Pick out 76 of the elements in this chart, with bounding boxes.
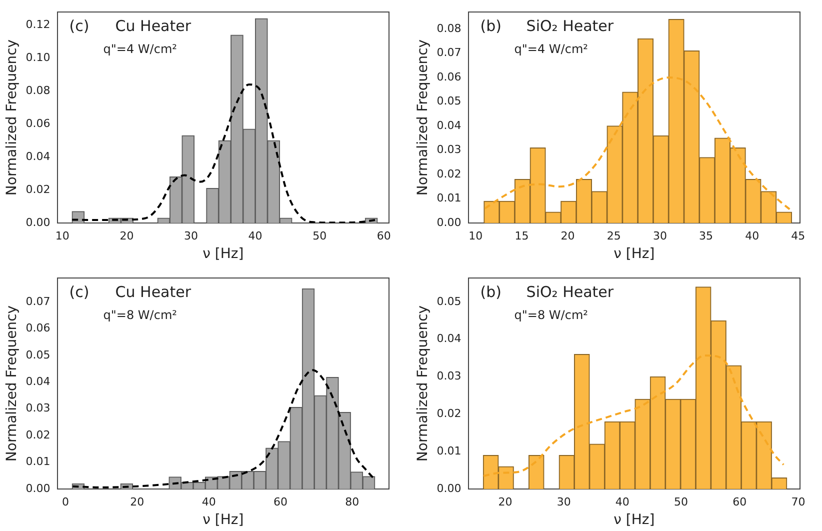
x-tick-label: 60 [376,229,391,242]
annotation: (c) [69,282,90,301]
x-tick-label: 70 [791,495,806,508]
y-tick-label: 0.04 [436,118,462,132]
annotation: (b) [480,282,502,301]
y-tick-label: 0.00 [26,216,50,229]
x-tick-label: 30 [652,229,667,242]
annotation: q"=4 W/cm² [103,42,178,56]
y-tick-label: 0.02 [436,167,462,180]
y-tick-label: 0.04 [26,150,50,163]
y-axis-title: Normalized Frequency [415,39,432,196]
y-tick-label: 0.02 [26,428,50,442]
y-tick-label: 0.12 [26,18,50,32]
y-tick-label: 0.05 [26,348,50,362]
x-tick-label: 20 [498,495,512,508]
y-tick-label: 0.06 [26,116,50,130]
x-tick-label: 50 [674,495,688,508]
y-tick-label: 0.02 [26,182,50,196]
y-tick-label: 0.00 [436,482,462,495]
y-tick-label: 0.08 [436,22,462,35]
x-tick-label: 30 [556,495,571,508]
y-tick-label: 0.07 [436,46,462,60]
x-tick-label: 20 [120,229,134,242]
annotation: q"=8 W/cm² [103,308,178,322]
x-tick-label: 40 [202,495,216,508]
y-axis-title: Normalized Frequency [4,39,20,196]
y-axis-title: Normalized Frequency [4,305,20,462]
x-axis-title: ν [Hz] [614,512,655,528]
y-tick-label: 0.01 [26,455,50,468]
y-tick-label: 0.08 [26,84,50,97]
x-tick-label: 10 [468,229,483,242]
x-tick-label: 20 [130,495,144,508]
x-axis-title: ν [Hz] [202,512,244,528]
y-tick-label: 0.01 [436,192,462,205]
y-tick-label: 0.06 [26,322,50,335]
y-tick-label: 0.07 [26,294,50,308]
y-tick-label: 0.02 [436,407,462,420]
annotation: SiO₂ Heater [526,282,614,301]
y-tick-label: 0.06 [436,70,462,84]
annotation: SiO₂ Heater [526,16,614,35]
x-tick-label: 60 [732,495,747,508]
line-series [72,369,375,488]
x-tick-label: 25 [606,229,621,242]
y-tick-label: 0.00 [26,482,50,495]
annotation: (c) [69,16,90,35]
x-tick-label: 40 [745,229,760,242]
x-tick-label: 60 [273,495,288,508]
x-axis-title: ν [Hz] [202,246,244,262]
x-tick-label: 30 [184,229,198,242]
y-axis-title: Normalized Frequency [415,305,432,462]
x-tick-label: 40 [615,495,630,508]
annotation: q"=4 W/cm² [514,42,588,56]
y-tick-label: 0.00 [436,216,462,229]
y-tick-label: 0.10 [26,51,50,64]
y-tick-label: 0.03 [26,402,50,415]
annotation: Cu Heater [115,16,192,35]
y-tick-label: 0.01 [436,444,462,458]
y-tick-label: 0.05 [436,294,462,308]
x-tick-label: 35 [699,229,714,242]
y-tick-label: 0.03 [436,143,462,156]
y-tick-label: 0.05 [436,94,462,108]
x-tick-label: 15 [514,229,529,242]
x-tick-label: 0 [62,495,70,508]
x-tick-label: 40 [248,229,262,242]
y-tick-label: 0.04 [26,375,50,388]
x-tick-label: 80 [345,495,360,508]
annotation: q"=8 W/cm² [514,308,588,322]
x-tick-label: 45 [791,229,806,242]
y-tick-label: 0.04 [436,332,462,346]
annotation: Cu Heater [115,282,192,301]
annotation: (b) [480,16,502,35]
x-tick-label: 20 [560,229,575,242]
y-tick-label: 0.03 [436,370,462,383]
x-tick-label: 50 [312,229,327,242]
x-tick-label: 10 [55,229,70,242]
x-axis-title: ν [Hz] [614,246,655,262]
